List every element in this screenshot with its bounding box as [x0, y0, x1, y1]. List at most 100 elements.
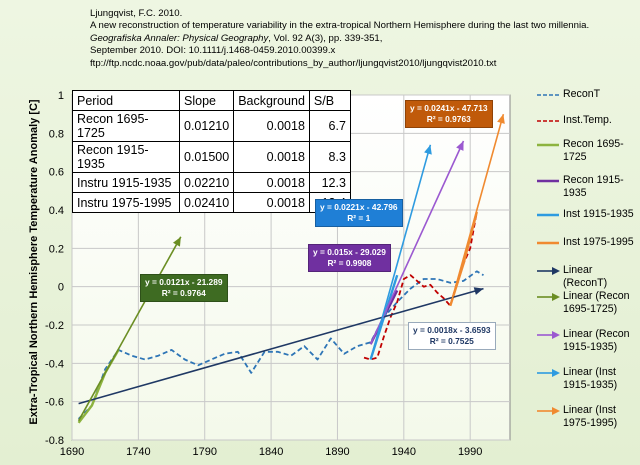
legend-swatch: [537, 143, 559, 147]
legend-label: Linear (Inst 1975-1995): [563, 404, 618, 429]
cell-sb: 6.7: [308, 110, 351, 142]
header-period: Period: [72, 90, 180, 111]
cell-period: Instru 1975-1995: [72, 192, 180, 213]
y-tick-label: 1: [58, 90, 64, 102]
trendline-label-inst-1915: y = 0.0221x - 42.796 R² = 1: [315, 199, 403, 227]
cell-period: Instru 1915-1935: [72, 172, 180, 193]
legend-arrowhead: [552, 369, 560, 377]
slope-table-header: Period Slope Background S/B: [72, 90, 351, 111]
series-linear-recont: [78, 287, 484, 405]
trendline-label-recon-1695: y = 0.0121x - 21.289 R² = 0.9764: [140, 274, 228, 302]
table-row: Recon 1695-1725 0.01210 0.0018 6.7: [72, 110, 351, 142]
legend-arrowhead: [552, 293, 560, 301]
legend-swatch: [537, 120, 559, 122]
legend-swatch: [537, 213, 559, 217]
trendline-label-inst-1975: y = 0.0241x - 47.713 R² = 0.9763: [405, 100, 493, 128]
r-squared: R² = 1: [347, 213, 371, 223]
r-squared: R² = 0.9764: [161, 288, 206, 298]
citation-journal: Geografiska Annaler: Physical Geography: [90, 32, 269, 44]
legend-label: Linear (Inst 1915-1935): [563, 366, 618, 391]
legend-label: Recon 1695-1725: [563, 138, 624, 163]
equation: y = 0.0221x - 42.796: [320, 202, 398, 212]
legend-label: Linear (Recon 1695-1725): [563, 290, 630, 315]
x-tick-label: 1940: [392, 446, 416, 458]
series-linear-recon-1695-1725: [77, 236, 182, 422]
series-linear-inst-1975-1995: [449, 113, 505, 307]
y-tick-label: -0.2: [45, 320, 64, 332]
y-axis-label: Extra-Tropical Northern Hemisphere Tempe…: [28, 99, 40, 425]
legend-swatch: [537, 331, 560, 339]
legend-label: Linear (ReconT): [563, 264, 608, 289]
chart-marks: [77, 113, 505, 424]
legend-label: Linear (Recon 1915-1935): [563, 328, 630, 353]
series-linear-inst-1915-1935: [369, 144, 432, 360]
cell-slope: 0.01500: [178, 141, 235, 173]
y-tick-label: 0.4: [49, 205, 64, 217]
cell-period: Recon 1915-1935: [72, 141, 180, 173]
header-sb: S/B: [308, 90, 351, 111]
legend-arrowhead: [552, 407, 560, 415]
cell-background: 0.0018: [233, 141, 310, 173]
y-tick-label: 0.2: [49, 243, 64, 255]
arrowhead: [497, 114, 505, 124]
citation-volume: , Vol. 92 A(3), pp. 339-351,: [268, 32, 383, 44]
legend-swatch: [537, 267, 560, 275]
legend-label: Recon 1915-1935: [563, 174, 624, 199]
legend-swatch: [537, 94, 559, 96]
cell-period: Recon 1695-1725: [72, 110, 180, 142]
arrowhead: [172, 236, 181, 247]
equation: y = 0.015x - 29.029: [313, 247, 386, 257]
trendline-label-recont: y = 0.0018x - 3.6593 R² = 0.7525: [408, 322, 496, 350]
citation-title: A new reconstruction of temperature vari…: [90, 20, 590, 32]
equation: y = 0.0241x - 47.713: [410, 103, 488, 113]
y-tick-label: 0.8: [49, 128, 64, 140]
y-tick-label: -0.4: [45, 358, 64, 370]
cell-sb: 12.3: [308, 172, 351, 193]
legend-swatch: [537, 293, 560, 301]
series-linear-recon-1915-1935: [369, 140, 465, 345]
x-tick-label: 1690: [60, 446, 84, 458]
legend-swatch: [537, 241, 559, 245]
y-tick-label: 0: [58, 282, 64, 294]
header-background: Background: [233, 90, 310, 111]
cell-slope: 0.01210: [178, 110, 235, 142]
arrowhead: [424, 144, 432, 155]
legend-label: Inst 1975-1995: [563, 236, 634, 248]
legend-arrowhead: [552, 267, 560, 275]
citation: Ljungqvist, F.C. 2010. A new reconstruct…: [90, 8, 635, 70]
y-tick-label: -0.6: [45, 397, 64, 409]
citation-url: ftp://ftp.ncdc.noaa.gov/pub/data/paleo/c…: [90, 57, 497, 69]
series-recont: [77, 270, 484, 420]
citation-author: Ljungqvist, F.C. 2010.: [90, 8, 183, 19]
legend-label: Inst 1915-1935: [563, 208, 634, 220]
equation: y = 0.0121x - 21.289: [145, 277, 223, 287]
x-tick-label: 1740: [126, 446, 150, 458]
cell-background: 0.0018: [233, 172, 310, 193]
citation-doi: September 2010. DOI: 10.1111/j.1468-0459…: [90, 45, 336, 57]
x-tick-label: 1840: [259, 446, 283, 458]
x-tick-label: 1790: [192, 446, 216, 458]
cell-slope: 0.02410: [178, 192, 235, 213]
table-row: Instru 1915-1935 0.02210 0.0018 12.3: [72, 172, 351, 193]
r-squared: R² = 0.9908: [327, 258, 372, 268]
cell-slope: 0.02210: [178, 172, 235, 193]
legend-swatch: [537, 179, 559, 183]
legend-swatch: [537, 407, 560, 415]
cell-background: 0.0018: [233, 192, 310, 213]
legend-swatch: [537, 369, 560, 377]
axis-ticks: -0.8 -0.6 -0.4 -0.2 0 0.2 0.4 0.6 0.8 1 1690 1740 17…: [45, 90, 482, 458]
x-tick-label: 1890: [325, 446, 349, 458]
r-squared: R² = 0.9763: [426, 114, 471, 124]
legend-arrowhead: [552, 331, 560, 339]
table-row: Recon 1915-1935 0.01500 0.0018 8.3: [72, 141, 351, 173]
table-row: Instru 1975-1995 0.02410 0.0018 13.4: [72, 192, 351, 213]
x-tick-label: 1990: [458, 446, 482, 458]
legend-label: Inst.Temp.: [563, 114, 612, 126]
trendline-label-recon-1915: y = 0.015x - 29.029 R² = 0.9908: [308, 244, 391, 272]
legend-label: ReconT: [563, 88, 601, 100]
r-squared: R² = 0.7525: [429, 336, 474, 346]
arrowhead: [473, 287, 484, 295]
cell-background: 0.0018: [233, 110, 310, 142]
cell-sb: 8.3: [308, 141, 351, 173]
y-tick-label: 0.6: [49, 167, 64, 179]
